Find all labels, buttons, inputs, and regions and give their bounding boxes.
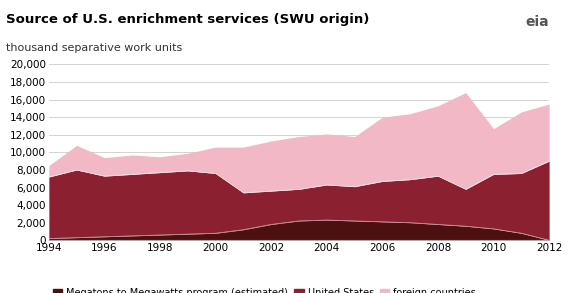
Text: thousand separative work units: thousand separative work units <box>6 43 182 53</box>
Legend: Megatons to Megawatts program (estimated), United States, foreign countries: Megatons to Megawatts program (estimated… <box>49 284 480 293</box>
Text: Source of U.S. enrichment services (SWU origin): Source of U.S. enrichment services (SWU … <box>6 13 369 26</box>
Text: eia: eia <box>526 15 550 29</box>
